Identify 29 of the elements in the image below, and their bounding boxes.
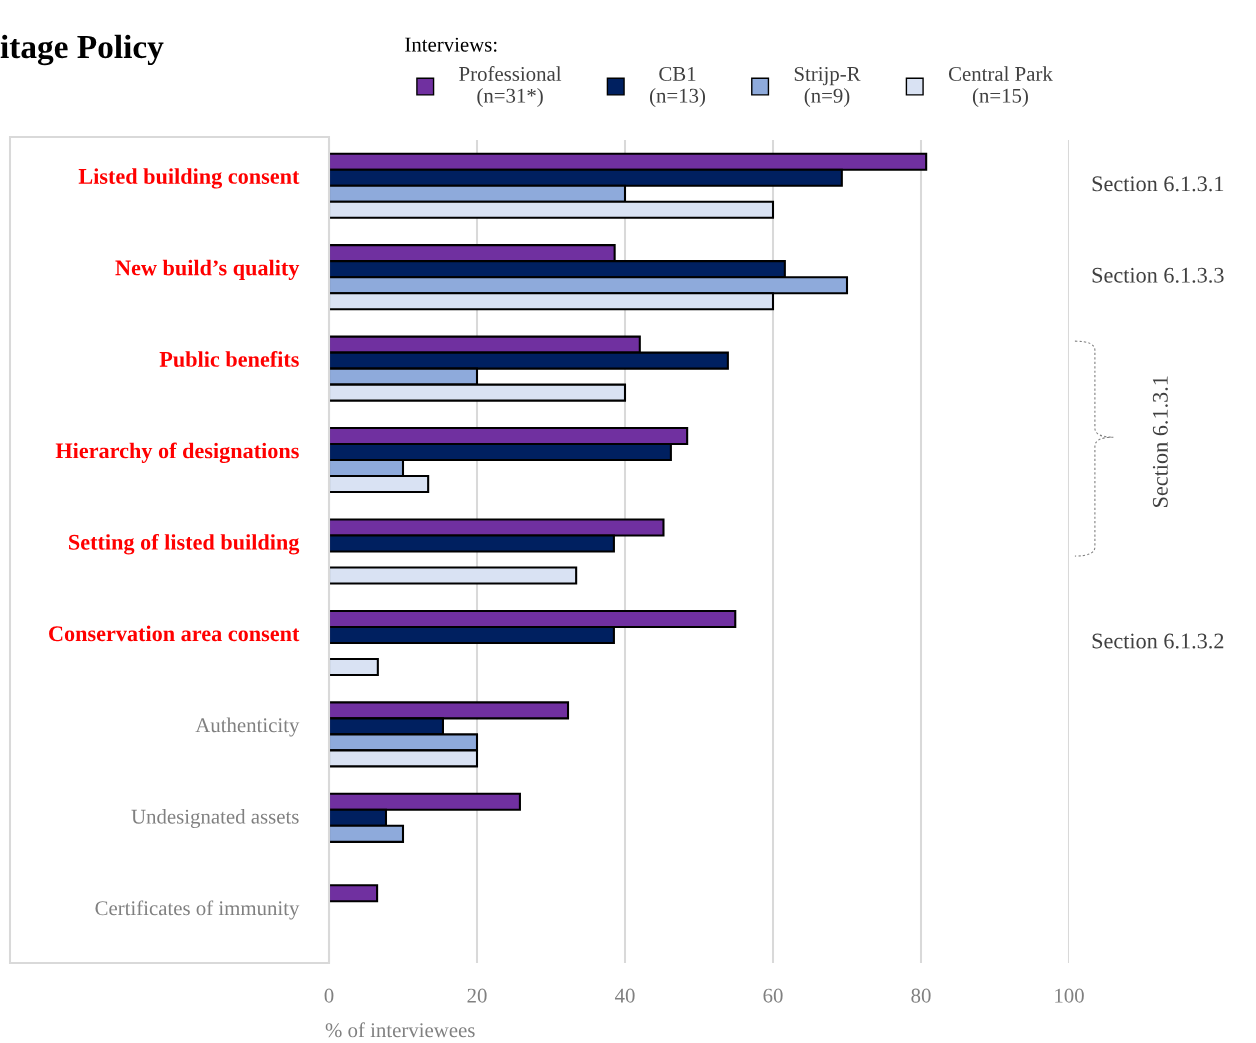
y-tick-label: Conservation area consent [49,625,300,642]
x-tick-label: 80 [911,988,931,1003]
y-tick-label: Undesignated assets [131,809,299,828]
bar [329,884,379,903]
text: Section 6.1.3.1 [1152,376,1168,507]
x-tick-label: 100 [1055,988,1084,1003]
text: Section 6.1.3.3 [1092,267,1224,283]
legend-label: Professional (n=31*) [459,66,562,107]
x-tick-label: 20 [467,988,487,1003]
y-tick-label: Authenticity [195,717,300,737]
y-tick-label: Listed building consent [78,168,300,189]
legend-label: Central Park (n=15) [948,66,1053,107]
text: Section 6.1.3.1 [1092,176,1224,192]
x-tick-label: 60 [763,988,783,1003]
x-tick-label: 0 [324,988,334,1003]
bar [329,657,379,676]
y-tick-label: Certificates of immunity [95,900,300,920]
bar [329,566,578,585]
x-axis-title: % of interviewees [325,1022,475,1038]
chart-title: itage Policy [0,34,164,66]
y-tick-label: New build’s quality [115,259,300,280]
legend-label: CB1 (n=13) [649,66,706,107]
y-tick-label: Setting of listed building [69,533,300,555]
y-tick-label: Hierarchy of designations [55,442,299,464]
legend-title: Interviews: [405,37,497,52]
text: Section 6.1.3.2 [1092,633,1224,649]
legend-label: Strijp-R (n=9) [794,66,861,107]
y-tick-label: Public benefits [159,350,299,367]
x-tick-label: 40 [614,988,635,1003]
